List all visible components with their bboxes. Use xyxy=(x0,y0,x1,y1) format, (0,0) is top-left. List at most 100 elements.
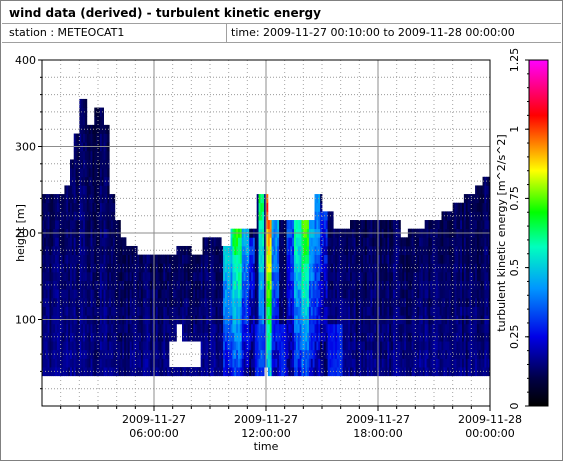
heatmap-cell xyxy=(366,237,370,247)
heatmap-cell xyxy=(202,271,205,281)
heatmap-cell xyxy=(359,254,362,264)
heatmap-cell xyxy=(155,297,159,307)
heatmap-cell xyxy=(129,254,132,264)
heatmap-cell xyxy=(94,367,97,377)
heatmap-cell xyxy=(170,289,174,299)
heatmap-cell xyxy=(103,185,106,195)
heatmap-cell xyxy=(267,254,271,264)
heatmap-cell xyxy=(381,358,384,368)
heatmap-cell xyxy=(168,289,172,299)
heatmap-cell xyxy=(409,306,412,316)
heatmap-cell xyxy=(335,306,338,316)
heatmap-cell xyxy=(118,306,121,316)
heatmap-cell xyxy=(247,306,250,316)
heatmap-cell xyxy=(271,332,274,342)
heatmap-cell xyxy=(411,367,414,377)
heatmap-cell xyxy=(346,367,349,377)
heatmap-cell xyxy=(294,349,297,359)
heatmap-cell xyxy=(118,349,121,359)
heatmap-cell xyxy=(325,211,328,221)
heatmap-cell xyxy=(241,245,244,256)
heatmap-cell xyxy=(428,237,431,247)
heatmap-cell xyxy=(301,245,304,256)
heatmap-cell xyxy=(351,332,355,342)
heatmap-cell xyxy=(249,280,252,290)
heatmap-cell xyxy=(42,211,45,221)
heatmap-cell xyxy=(178,254,181,264)
heatmap-cell xyxy=(90,306,93,316)
heatmap-cell xyxy=(391,263,394,273)
heatmap-cell xyxy=(376,289,379,299)
heatmap-cell xyxy=(62,237,65,247)
heatmap-cell xyxy=(94,133,97,143)
heatmap-cell xyxy=(150,358,153,368)
heatmap-cell xyxy=(443,323,446,333)
heatmap-cell xyxy=(154,349,157,359)
heatmap-cell xyxy=(118,323,121,333)
heatmap-cell xyxy=(154,341,157,351)
heatmap-cell xyxy=(392,332,396,342)
heatmap-cell xyxy=(178,271,181,281)
heatmap-cell xyxy=(402,297,405,307)
heatmap-cell xyxy=(469,341,472,351)
heatmap-cell xyxy=(387,297,390,307)
heatmap-cell xyxy=(394,254,398,264)
heatmap-cell xyxy=(127,306,131,316)
heatmap-cell xyxy=(180,263,183,273)
heatmap-cell xyxy=(288,254,291,264)
heatmap-cell xyxy=(387,280,390,290)
heatmap-cell xyxy=(223,280,226,290)
heatmap-cell xyxy=(417,254,420,264)
heatmap-cell xyxy=(71,323,75,333)
heatmap-cell xyxy=(310,263,314,273)
heatmap-cell xyxy=(114,323,118,333)
heatmap-cell xyxy=(325,367,328,377)
heatmap-cell xyxy=(124,254,127,264)
heatmap-cell xyxy=(402,349,405,359)
heatmap-cell xyxy=(413,289,416,299)
heatmap-cell xyxy=(142,271,146,281)
heatmap-cell xyxy=(79,176,82,186)
heatmap-cell xyxy=(208,358,211,368)
heatmap-cell xyxy=(144,280,147,290)
heatmap-cell xyxy=(297,297,300,307)
heatmap-cell xyxy=(286,280,289,290)
heatmap-cell xyxy=(383,237,386,247)
heatmap-cell xyxy=(486,211,489,221)
heatmap-cell xyxy=(247,332,250,342)
heatmap-cell xyxy=(42,254,45,264)
heatmap-cell xyxy=(376,280,379,290)
heatmap-cell xyxy=(305,237,308,247)
heatmap-cell xyxy=(120,367,123,377)
heatmap-cell xyxy=(471,202,474,212)
heatmap-cell xyxy=(73,133,76,143)
heatmap-cell xyxy=(422,237,426,247)
heatmap-cell xyxy=(333,271,336,281)
heatmap-cell xyxy=(364,254,368,264)
heatmap-cell xyxy=(454,367,457,377)
heatmap-cell xyxy=(75,289,78,299)
heatmap-cell xyxy=(217,271,220,281)
heatmap-cell xyxy=(92,254,95,264)
heatmap-cell xyxy=(99,116,103,126)
heatmap-cell xyxy=(361,271,364,281)
heatmap-cell xyxy=(73,159,76,169)
heatmap-cell xyxy=(419,358,422,368)
heatmap-cell xyxy=(105,367,108,377)
heatmap-cell xyxy=(58,297,62,307)
heatmap-cell xyxy=(232,332,235,342)
heatmap-cell xyxy=(129,245,132,256)
heatmap-cell xyxy=(448,323,452,333)
heatmap-cell xyxy=(288,237,291,247)
heatmap-cell xyxy=(161,254,164,264)
heatmap-cell xyxy=(56,323,60,333)
heatmap-cell xyxy=(271,306,274,316)
heatmap-cell xyxy=(323,263,327,273)
heatmap-cell xyxy=(312,245,315,256)
heatmap-cell xyxy=(355,323,358,333)
heatmap-cell xyxy=(96,341,99,351)
heatmap-cell xyxy=(327,349,330,359)
heatmap-cell xyxy=(462,358,465,368)
x-tick-label-date: 2009-11-27 xyxy=(234,413,298,426)
heatmap-cell xyxy=(94,323,97,333)
